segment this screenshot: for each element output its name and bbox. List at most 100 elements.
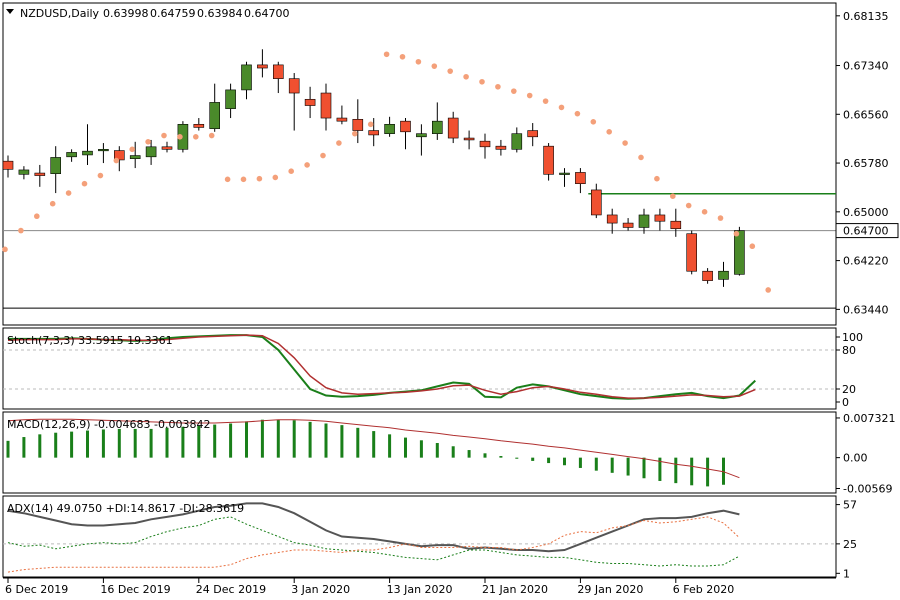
macd-histogram-bar[interactable] bbox=[388, 434, 392, 458]
candle-bullish[interactable] bbox=[82, 150, 93, 156]
collapse-triangle-icon[interactable] bbox=[6, 9, 14, 14]
macd-histogram-bar[interactable] bbox=[499, 456, 503, 458]
candle-bearish[interactable] bbox=[543, 145, 554, 175]
candle-bullish[interactable] bbox=[734, 230, 745, 275]
candle-bullish[interactable] bbox=[129, 155, 141, 159]
macd-histogram-bar[interactable] bbox=[547, 457, 551, 464]
macd-histogram-bar[interactable] bbox=[658, 457, 662, 481]
macd-histogram-bar[interactable] bbox=[38, 434, 42, 458]
macd-histogram-bar[interactable] bbox=[690, 457, 694, 486]
candle-bearish[interactable] bbox=[527, 130, 539, 138]
macd-histogram-bar[interactable] bbox=[6, 440, 10, 458]
macd-histogram-bar[interactable] bbox=[594, 457, 598, 471]
minus-di-line[interactable] bbox=[7, 516, 740, 573]
macd-histogram-bar[interactable] bbox=[70, 431, 74, 458]
candle-bearish[interactable] bbox=[272, 64, 284, 79]
candle-bearish[interactable] bbox=[257, 64, 268, 69]
macd-histogram-bar[interactable] bbox=[531, 457, 535, 461]
macd-histogram-bar[interactable] bbox=[213, 424, 217, 458]
macd-histogram-bar[interactable] bbox=[165, 427, 169, 458]
macd-histogram-bar[interactable] bbox=[467, 450, 471, 458]
candle-bearish[interactable] bbox=[670, 220, 682, 230]
macd-histogram-bar[interactable] bbox=[245, 421, 248, 458]
macd-histogram-bar[interactable] bbox=[435, 443, 439, 458]
macd-histogram-bar[interactable] bbox=[22, 437, 26, 458]
macd-histogram-bar[interactable] bbox=[292, 420, 296, 458]
candle-bearish[interactable] bbox=[702, 270, 713, 281]
macd-histogram-bar[interactable] bbox=[181, 426, 185, 458]
macd-histogram-bar[interactable] bbox=[149, 428, 153, 458]
candle-bullish[interactable] bbox=[241, 64, 252, 91]
candle-bullish[interactable] bbox=[718, 270, 729, 280]
candle-bearish[interactable] bbox=[463, 137, 475, 141]
candle-bearish[interactable] bbox=[495, 145, 507, 150]
macd-histogram-bar[interactable] bbox=[404, 437, 407, 458]
macd-histogram-bar[interactable] bbox=[674, 457, 678, 484]
candle-bearish[interactable] bbox=[288, 78, 300, 94]
macd-histogram-bar[interactable] bbox=[229, 423, 233, 458]
candle-bullish[interactable] bbox=[511, 133, 523, 150]
macd-histogram-bar[interactable] bbox=[276, 419, 280, 458]
macd-histogram-bar[interactable] bbox=[356, 427, 360, 458]
macd-histogram-bar[interactable] bbox=[117, 428, 121, 458]
macd-histogram-bar[interactable] bbox=[260, 419, 264, 458]
candle-bearish[interactable] bbox=[654, 214, 666, 222]
candle-bullish[interactable] bbox=[50, 157, 62, 174]
adx-line[interactable] bbox=[7, 502, 740, 553]
macd-histogram-bar[interactable] bbox=[419, 440, 423, 458]
adx-panel[interactable] bbox=[3, 502, 836, 573]
macd-histogram-bar[interactable] bbox=[324, 423, 328, 458]
candle-bearish[interactable] bbox=[606, 214, 618, 224]
macd-histogram-bar[interactable] bbox=[610, 457, 614, 473]
candle-bullish[interactable] bbox=[638, 214, 650, 228]
candle-bearish[interactable] bbox=[161, 146, 173, 150]
candle-bullish[interactable] bbox=[145, 146, 157, 158]
macd-histogram-bar[interactable] bbox=[626, 457, 630, 476]
candle-bearish[interactable] bbox=[2, 160, 14, 170]
plus-di-line[interactable] bbox=[7, 516, 740, 567]
candle-bearish[interactable] bbox=[34, 172, 46, 176]
stoch-signal-line[interactable] bbox=[7, 334, 756, 399]
candle-bullish[interactable] bbox=[384, 123, 395, 134]
candle-bearish[interactable] bbox=[193, 123, 205, 128]
candle-bearish[interactable] bbox=[336, 117, 348, 122]
macd-histogram-bar[interactable] bbox=[642, 457, 646, 479]
candle-bullish[interactable] bbox=[18, 169, 30, 175]
macd-panel[interactable] bbox=[6, 418, 740, 487]
candle-bullish[interactable] bbox=[431, 120, 443, 134]
candle-bearish[interactable] bbox=[447, 117, 459, 139]
candle-bearish[interactable] bbox=[368, 130, 380, 136]
price-panel[interactable] bbox=[2, 49, 836, 309]
macd-histogram-bar[interactable] bbox=[101, 429, 105, 458]
candle-bearish[interactable] bbox=[622, 222, 634, 228]
macd-histogram-bar[interactable] bbox=[515, 457, 519, 459]
candle-bearish[interactable] bbox=[479, 140, 491, 148]
candle-bearish[interactable] bbox=[352, 118, 364, 131]
candle-bullish[interactable] bbox=[209, 102, 220, 129]
macd-histogram-bar[interactable] bbox=[451, 446, 455, 458]
candle-bearish[interactable] bbox=[400, 120, 411, 133]
macd-histogram-bar[interactable] bbox=[133, 428, 137, 458]
candle-bearish[interactable] bbox=[114, 150, 125, 161]
macd-histogram-bar[interactable] bbox=[563, 457, 566, 466]
candle-bearish[interactable] bbox=[590, 189, 602, 216]
candle-bullish[interactable] bbox=[225, 89, 236, 109]
candle-bearish[interactable] bbox=[304, 98, 316, 106]
macd-histogram-bar[interactable] bbox=[54, 432, 58, 458]
macd-histogram-bar[interactable] bbox=[483, 453, 487, 458]
macd-signal-line[interactable] bbox=[7, 418, 740, 479]
candle-bullish[interactable] bbox=[559, 172, 570, 175]
stochastic-panel[interactable] bbox=[3, 334, 836, 400]
candle-bullish[interactable] bbox=[66, 152, 77, 158]
macd-histogram-bar[interactable] bbox=[706, 457, 710, 487]
macd-histogram-bar[interactable] bbox=[197, 425, 201, 458]
candle-bullish[interactable] bbox=[416, 133, 427, 138]
candle-bullish[interactable] bbox=[98, 149, 109, 152]
macd-histogram-bar[interactable] bbox=[340, 425, 344, 458]
macd-histogram-bar[interactable] bbox=[86, 430, 89, 458]
macd-histogram-bar[interactable] bbox=[578, 457, 582, 468]
candle-bearish[interactable] bbox=[575, 172, 586, 184]
candle-bearish[interactable] bbox=[320, 92, 332, 119]
candle-bearish[interactable] bbox=[686, 233, 698, 272]
macd-histogram-bar[interactable] bbox=[372, 431, 376, 458]
